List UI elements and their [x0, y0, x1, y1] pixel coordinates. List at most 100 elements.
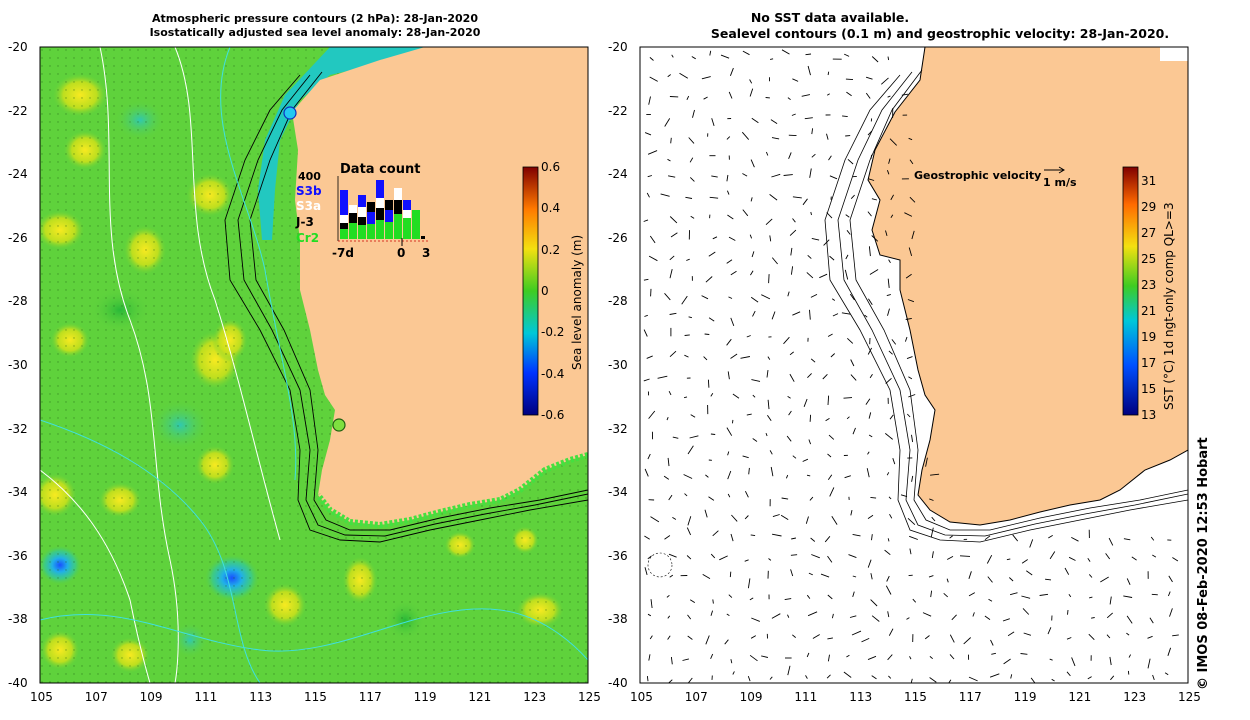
sst-colorbar-tick: 19	[1141, 330, 1157, 344]
velocity-arrow	[1071, 657, 1076, 667]
right-map-frame	[639, 46, 1189, 684]
data-count-xtick-zero: 0	[397, 246, 406, 260]
velocity-arrow	[687, 677, 693, 683]
velocity-arrow	[692, 109, 695, 118]
left-x-tick: 115	[304, 690, 327, 704]
velocity-arrow	[709, 50, 712, 56]
velocity-arrow	[852, 427, 856, 435]
velocity-arrow	[650, 599, 653, 609]
sst-colorbar-tick: 21	[1141, 304, 1157, 318]
velocity-arrow	[846, 91, 852, 97]
velocity-arrow	[1091, 617, 1095, 619]
right-x-tick: 125	[1178, 690, 1201, 704]
velocity-arrow	[720, 54, 730, 59]
velocity-arrow	[682, 658, 690, 661]
velocity-arrow	[1039, 593, 1049, 596]
velocity-arrow	[742, 173, 748, 177]
left-x-tick: 105	[30, 690, 53, 704]
velocity-arrow	[887, 95, 891, 98]
velocity-arrow	[887, 611, 890, 618]
velocity-arrow	[703, 96, 708, 100]
velocity-arrow	[727, 214, 734, 220]
velocity-arrow	[850, 510, 853, 516]
velocity-arrow	[867, 178, 875, 181]
legend-j3: J-3	[296, 215, 314, 229]
velocity-arrow	[672, 436, 679, 439]
velocity-arrow	[672, 517, 677, 520]
velocity-arrow	[751, 251, 755, 258]
velocity-arrow	[791, 113, 796, 116]
velocity-arrow	[909, 548, 912, 555]
left-map-area	[40, 47, 588, 683]
velocity-arrow	[828, 155, 832, 161]
velocity-arrow	[1008, 577, 1014, 582]
velocity-arrow	[712, 236, 718, 240]
velocity-arrow	[865, 398, 871, 405]
velocity-arrow	[887, 538, 890, 542]
velocity-arrow	[1108, 537, 1114, 546]
velocity-arrow	[907, 299, 915, 303]
velocity-arrow	[1029, 539, 1034, 548]
velocity-arrow	[846, 416, 850, 420]
velocity-arrow	[751, 379, 761, 382]
velocity-arrow	[643, 219, 649, 222]
sst-colorbar-tick: 15	[1141, 382, 1157, 396]
velocity-arrow	[1087, 558, 1091, 562]
velocity-arrow	[805, 516, 809, 524]
velocity-arrow	[710, 553, 716, 559]
right-x-tick: 111	[794, 690, 818, 704]
velocity-arrow	[728, 296, 733, 299]
velocity-arrow	[644, 132, 652, 136]
sla-colorbar-tick: -0.4	[541, 366, 565, 381]
velocity-arrow	[712, 599, 714, 604]
velocity-arrow	[889, 513, 893, 519]
velocity-arrow	[787, 614, 790, 618]
velocity-arrow	[685, 196, 693, 199]
velocity-arrow	[807, 611, 818, 617]
left-x-tick: 123	[523, 690, 547, 704]
sla-colorbar-tick: -0.6	[541, 408, 565, 422]
velocity-arrow	[744, 515, 749, 520]
velocity-arrow	[885, 230, 888, 237]
velocity-arrow	[702, 574, 711, 579]
velocity-arrow	[749, 654, 758, 662]
left-y-tick: -28	[8, 294, 28, 309]
velocity-arrow	[1167, 591, 1171, 597]
velocity-arrow	[1048, 535, 1053, 539]
velocity-arrow	[646, 355, 653, 359]
right-x-tick: 119	[1013, 690, 1037, 704]
right-x-tick: 123	[1123, 690, 1147, 704]
velocity-arrow	[906, 356, 913, 360]
velocity-arrow	[790, 247, 793, 256]
velocity-arrow	[669, 255, 675, 261]
velocity-arrow	[771, 137, 780, 140]
velocity-arrow	[1003, 658, 1011, 665]
velocity-arrow	[852, 591, 855, 598]
velocity-arrow	[931, 551, 934, 559]
velocity-arrow	[887, 278, 890, 288]
velocity-arrow	[711, 118, 715, 127]
velocity-arrow	[667, 74, 671, 78]
velocity-arrow	[688, 316, 693, 319]
velocity-arrow	[767, 399, 770, 410]
velocity-arrow	[850, 359, 855, 367]
velocity-arrow	[704, 333, 710, 335]
velocity-arrow	[906, 617, 910, 620]
velocity-arrow	[750, 270, 754, 276]
velocity-arrow	[1012, 534, 1019, 542]
velocity-arrow	[691, 56, 696, 60]
velocity-arrow	[807, 254, 812, 259]
velocity-arrow	[750, 197, 753, 202]
velocity-arrow	[710, 393, 714, 397]
velocity-arrow	[668, 175, 676, 178]
velocity-arrow	[888, 496, 892, 500]
velocity-arrow	[666, 417, 669, 421]
velocity-arrow	[781, 497, 789, 500]
velocity-arrow	[845, 78, 854, 81]
velocity-arrow	[826, 674, 831, 679]
velocity-arrow	[844, 475, 851, 479]
coastal-anomaly-band	[258, 47, 430, 240]
velocity-arrow	[1066, 671, 1071, 677]
velocity-arrow	[807, 373, 812, 379]
